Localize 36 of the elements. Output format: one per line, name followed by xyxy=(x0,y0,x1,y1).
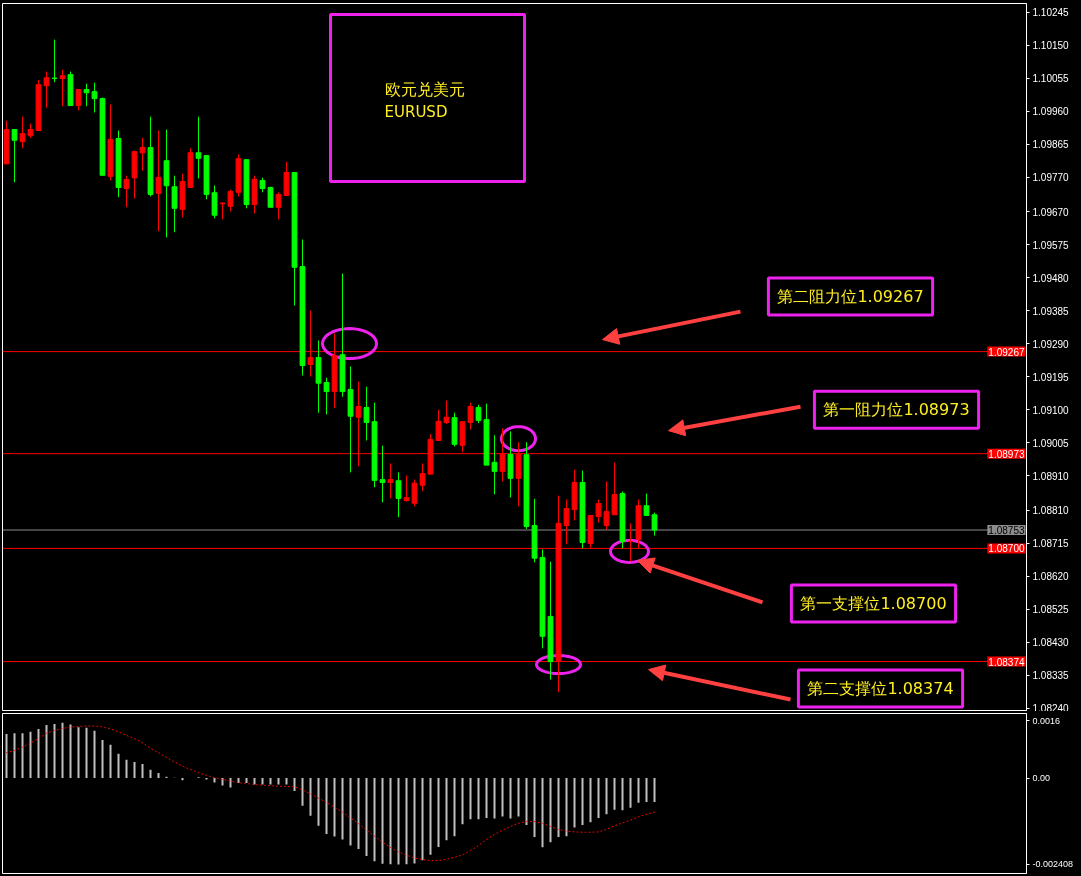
y-tick-label: 0.00 xyxy=(1032,773,1051,784)
y-tick-label: 1.09290 xyxy=(1032,338,1070,350)
y-tick-label: 1.08910 xyxy=(1032,470,1070,482)
y-tick-label: 1.10150 xyxy=(1032,40,1070,52)
ref-line-label: 1.08374 xyxy=(988,656,1025,668)
y-tick-label: 1.09195 xyxy=(1032,371,1070,383)
annotation: 第二支撑位1.08374 xyxy=(807,679,954,699)
annotation: 第二阻力位1.09267 xyxy=(777,287,924,307)
text: EURUSD xyxy=(384,102,448,121)
y-tick-label: 1.10245 xyxy=(1032,7,1070,19)
y-tick-label: 1.10055 xyxy=(1032,73,1070,85)
y-tick-label: 1.09575 xyxy=(1032,239,1070,251)
y-tick-label: 1.09480 xyxy=(1032,272,1070,284)
annotation: 第一阻力位1.08973 xyxy=(823,400,970,420)
y-tick-label: -0.002408 xyxy=(1032,859,1074,870)
y-tick-label: 1.09385 xyxy=(1032,305,1070,317)
y-tick-label: 1.08240 xyxy=(1032,702,1070,714)
y-tick-label: 1.09960 xyxy=(1032,106,1070,118)
y-tick-label: 1.08525 xyxy=(1032,604,1070,616)
y-tick-label: 1.09670 xyxy=(1032,206,1070,218)
annotation: 第一支撑位1.08700 xyxy=(800,593,947,613)
y-tick-label: 1.08715 xyxy=(1032,538,1070,550)
y-tick-label: 1.08335 xyxy=(1032,670,1070,682)
y-tick-label: 1.09100 xyxy=(1032,404,1070,416)
ref-line-label: 1.09267 xyxy=(988,346,1025,358)
ref-line-label: 1.08700 xyxy=(988,543,1025,555)
y-tick-label: 1.09865 xyxy=(1032,139,1070,151)
y-tick-label: 0.0016 xyxy=(1032,715,1061,726)
y-tick-label: 1.08620 xyxy=(1032,571,1070,583)
ref-line-label: 1.08753 xyxy=(988,525,1025,537)
y-tick-label: 1.09005 xyxy=(1032,437,1070,449)
text: 欧元兑美元 xyxy=(384,80,465,99)
y-tick-label: 1.09770 xyxy=(1032,172,1070,184)
y-tick-label: 1.08430 xyxy=(1032,637,1070,649)
y-tick-label: 1.08810 xyxy=(1032,505,1070,517)
ref-line-label: 1.08973 xyxy=(988,448,1025,460)
